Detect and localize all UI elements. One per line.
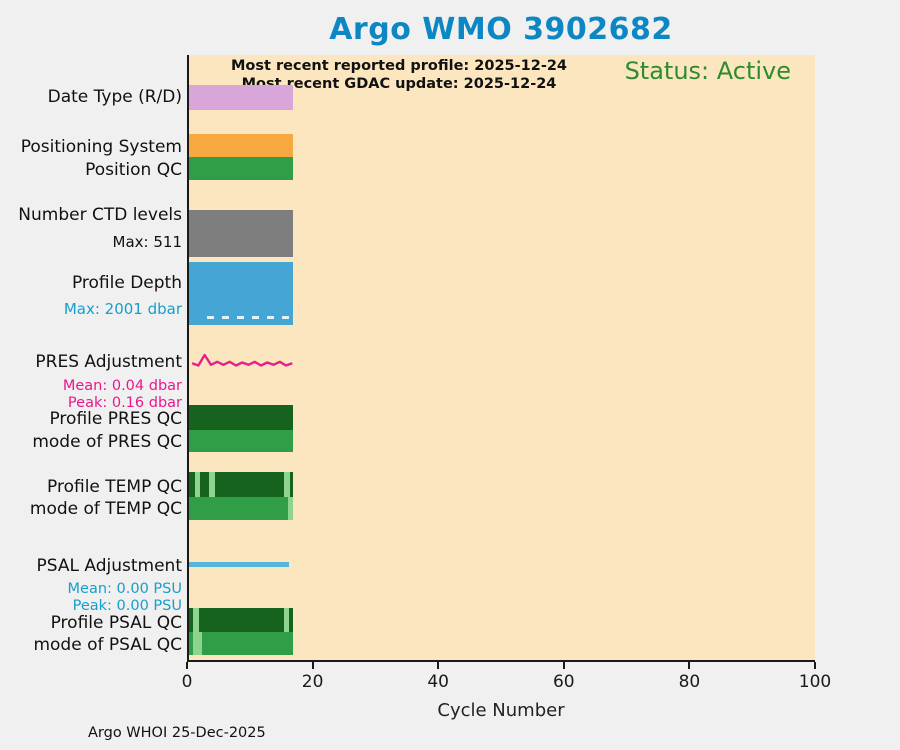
row-label-profile-temp-qc: Profile TEMP QC xyxy=(47,477,182,497)
band-segment xyxy=(199,608,284,632)
band-segment xyxy=(284,472,290,497)
x-tick-label: 60 xyxy=(552,672,575,692)
row-label-profile-psal-qc: Profile PSAL QC xyxy=(50,613,182,633)
x-tick-label: 20 xyxy=(301,672,324,692)
x-tick-label: 40 xyxy=(427,672,450,692)
band-segment xyxy=(209,472,215,497)
x-tick-mark xyxy=(186,662,188,669)
band-positioning-system xyxy=(189,134,815,157)
band-mode-pres-qc xyxy=(189,430,815,452)
band-segment xyxy=(189,608,193,632)
row-label-psal-peak: Peak: 0.00 PSU xyxy=(72,598,182,614)
row-label-pres-peak: Peak: 0.16 dbar xyxy=(67,395,182,411)
band-segment xyxy=(189,405,293,430)
x-tick-mark xyxy=(688,662,691,669)
recent-profile-text: Most recent reported profile: 2025-12-24 xyxy=(230,58,568,74)
band-profile-psal-qc xyxy=(189,608,815,632)
x-tick-label: 80 xyxy=(678,672,701,692)
band-segment xyxy=(189,472,195,497)
band-segment xyxy=(289,472,293,497)
x-tick-label: 100 xyxy=(798,672,832,692)
row-label-position-qc: Position QC xyxy=(85,160,182,180)
band-profile-pres-qc xyxy=(189,405,815,430)
band-segment xyxy=(189,134,293,157)
gdac-update-text: Most recent GDAC update: 2025-12-24 xyxy=(241,76,557,92)
row-label-positioning-system: Positioning System xyxy=(20,137,182,157)
row-label-mode-psal-qc: mode of PSAL QC xyxy=(33,635,182,655)
band-segment xyxy=(287,497,293,520)
row-label-pres-adjustment: PRES Adjustment xyxy=(35,352,182,372)
band-segment xyxy=(283,608,290,632)
row-label-pres-mean: Mean: 0.04 dbar xyxy=(62,378,182,394)
band-position-qc xyxy=(189,157,815,180)
band-segment xyxy=(201,632,293,655)
row-label-ctd-levels-max: Max: 511 xyxy=(112,233,182,251)
band-mode-temp-qc xyxy=(189,497,815,520)
bands-layer xyxy=(189,55,815,660)
row-label-psal-mean: Mean: 0.00 PSU xyxy=(67,581,182,597)
x-tick-mark xyxy=(437,662,440,669)
band-segment xyxy=(289,608,293,632)
band-segment xyxy=(189,210,293,257)
band-segment xyxy=(214,472,285,497)
band-segment xyxy=(189,157,293,180)
band-segment xyxy=(192,608,199,632)
x-tick-mark xyxy=(562,662,565,669)
band-psal-adjustment-line xyxy=(189,562,815,567)
band-mode-psal-qc xyxy=(189,632,815,655)
row-label-column: Date Type (R/D) Positioning System Posit… xyxy=(0,0,182,750)
band-date-type xyxy=(189,85,815,110)
pres-adjustment-line xyxy=(191,353,293,367)
band-segment xyxy=(189,632,193,655)
x-axis-label: Cycle Number xyxy=(437,700,565,721)
x-tick-label: 0 xyxy=(181,672,193,692)
x-tick-mark xyxy=(311,662,314,669)
band-segment xyxy=(189,562,290,567)
band-ctd-levels xyxy=(189,210,815,257)
band-segment xyxy=(189,430,293,452)
band-segment xyxy=(192,632,202,655)
band-profile-depth xyxy=(189,262,815,325)
plot-area: Most recent reported profile: 2025-12-24… xyxy=(187,55,815,662)
row-label-psal-adjustment: PSAL Adjustment xyxy=(36,556,182,576)
row-label-profile-depth: Profile Depth xyxy=(71,273,182,293)
x-axis: 0 20 40 60 80 100 Cycle Number xyxy=(182,662,831,750)
band-segment xyxy=(189,85,293,110)
row-label-ctd-levels: Number CTD levels xyxy=(18,205,182,225)
band-segment xyxy=(199,472,210,497)
band-segment xyxy=(189,262,293,325)
row-label-profile-depth-max: Max: 2001 dbar xyxy=(63,300,182,318)
band-segment xyxy=(189,497,288,520)
band-profile-temp-qc xyxy=(189,472,815,497)
band-segment xyxy=(194,472,200,497)
footer-credit: Argo WHOI 25-Dec-2025 xyxy=(88,725,266,741)
row-label-mode-pres-qc: mode of PRES QC xyxy=(32,432,182,452)
row-label-profile-pres-qc: Profile PRES QC xyxy=(49,409,182,429)
depth-variation-marks xyxy=(206,316,292,319)
status-badge: Status: Active xyxy=(624,57,791,85)
row-label-mode-temp-qc: mode of TEMP QC xyxy=(29,499,182,519)
page-title: Argo WMO 3902682 xyxy=(329,12,673,47)
x-tick-mark xyxy=(814,662,816,669)
row-label-date-type: Date Type (R/D) xyxy=(47,87,182,107)
